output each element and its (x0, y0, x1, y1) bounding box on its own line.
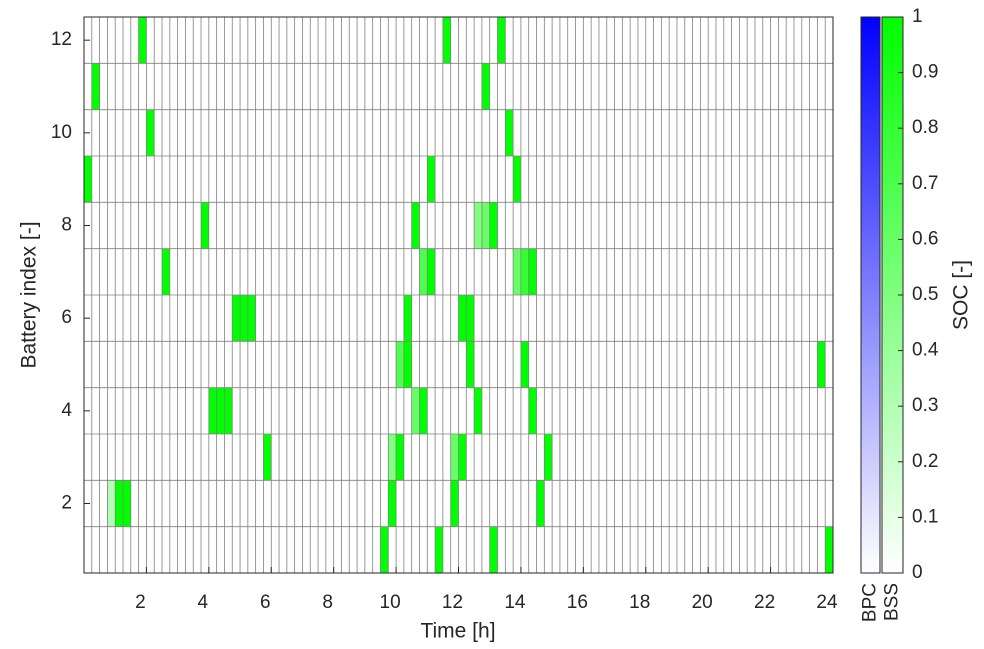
x-tick-label: 14 (504, 592, 526, 613)
y-tick-label: 6 (61, 307, 72, 328)
cell (427, 248, 436, 295)
cell (817, 341, 826, 388)
cell (544, 434, 553, 481)
cell (91, 63, 100, 110)
cell (474, 202, 482, 249)
cell (435, 526, 443, 573)
cell (388, 434, 397, 481)
cell (107, 480, 116, 527)
cell (146, 109, 155, 156)
x-tick-label: 8 (322, 592, 333, 613)
cell (536, 480, 545, 527)
x-tick-label: 2 (135, 592, 146, 613)
cell (489, 202, 498, 249)
colorbar-column-label: BPC (860, 583, 881, 622)
y-tick-label: 8 (61, 215, 72, 236)
colorbar-label: SOC [-] (950, 260, 973, 330)
cell (513, 248, 521, 295)
cell (115, 480, 124, 527)
x-tick-label: 12 (442, 592, 463, 613)
y-axis-label: Battery index [-] (18, 221, 41, 368)
cell (528, 387, 537, 434)
x-tick-label: 18 (629, 592, 650, 613)
cell (247, 295, 256, 342)
cell (513, 156, 521, 203)
colorbar-tick-label: 0.9 (912, 62, 938, 83)
cell (232, 295, 241, 342)
colorbar-tick-label: 0.5 (912, 284, 938, 305)
cell (481, 202, 490, 249)
cell (458, 295, 467, 342)
cell (138, 17, 147, 64)
y-tick-label: 2 (61, 493, 72, 514)
cell (450, 480, 459, 527)
colorbar-column-label: BSS (882, 583, 903, 621)
cell (224, 387, 233, 434)
cell (240, 295, 248, 342)
cell (403, 295, 412, 342)
cell (419, 248, 428, 295)
x-tick-label: 6 (260, 592, 271, 613)
colorbar-tick-label: 0.7 (912, 173, 938, 194)
colorbar-tick-label: 0 (912, 562, 923, 583)
colorbar-tick-label: 0.6 (912, 228, 938, 249)
cell (825, 526, 833, 573)
cell (450, 434, 459, 481)
cell (201, 202, 209, 249)
cell (411, 202, 420, 249)
colorbar-tick-label: 0.4 (912, 340, 939, 361)
y-tick-label: 10 (51, 122, 72, 143)
cell (419, 387, 428, 434)
cell (520, 341, 529, 388)
cell (396, 434, 404, 481)
y-tick-label: 12 (51, 29, 72, 50)
cell (442, 17, 451, 64)
cell (162, 248, 170, 295)
x-tick-label: 20 (692, 592, 713, 613)
cell (458, 434, 467, 481)
colorbar-tick-label: 0.1 (912, 506, 938, 527)
colorbar-tick-label: 0.2 (912, 451, 938, 472)
cell (520, 248, 529, 295)
cell (481, 63, 490, 110)
x-tick-label: 22 (754, 592, 775, 613)
cell (388, 480, 397, 527)
cell (208, 387, 217, 434)
cell (380, 526, 389, 573)
x-tick-label: 24 (816, 592, 838, 613)
cell (505, 109, 514, 156)
cell (403, 341, 412, 388)
cell (466, 341, 475, 388)
cell (489, 526, 498, 573)
cell (216, 387, 225, 434)
x-tick-label: 16 (567, 592, 588, 613)
cell (84, 156, 92, 203)
colorbar-tick-label: 0.8 (912, 117, 938, 138)
cell (411, 387, 420, 434)
cell (528, 248, 537, 295)
cell (396, 341, 404, 388)
colorbar-column (860, 16, 881, 574)
cell (497, 17, 506, 64)
cell (427, 156, 436, 203)
y-tick-label: 4 (61, 400, 72, 421)
cell (123, 480, 131, 527)
cell (263, 434, 272, 481)
colorbar-tick-label: 1 (912, 6, 923, 27)
x-tick-label: 4 (198, 592, 209, 613)
colorbar-tick-label: 0.3 (912, 395, 938, 416)
cell (466, 295, 475, 342)
cell (474, 387, 482, 434)
x-tick-label: 10 (380, 592, 401, 613)
x-axis-label: Time [h] (420, 620, 495, 643)
